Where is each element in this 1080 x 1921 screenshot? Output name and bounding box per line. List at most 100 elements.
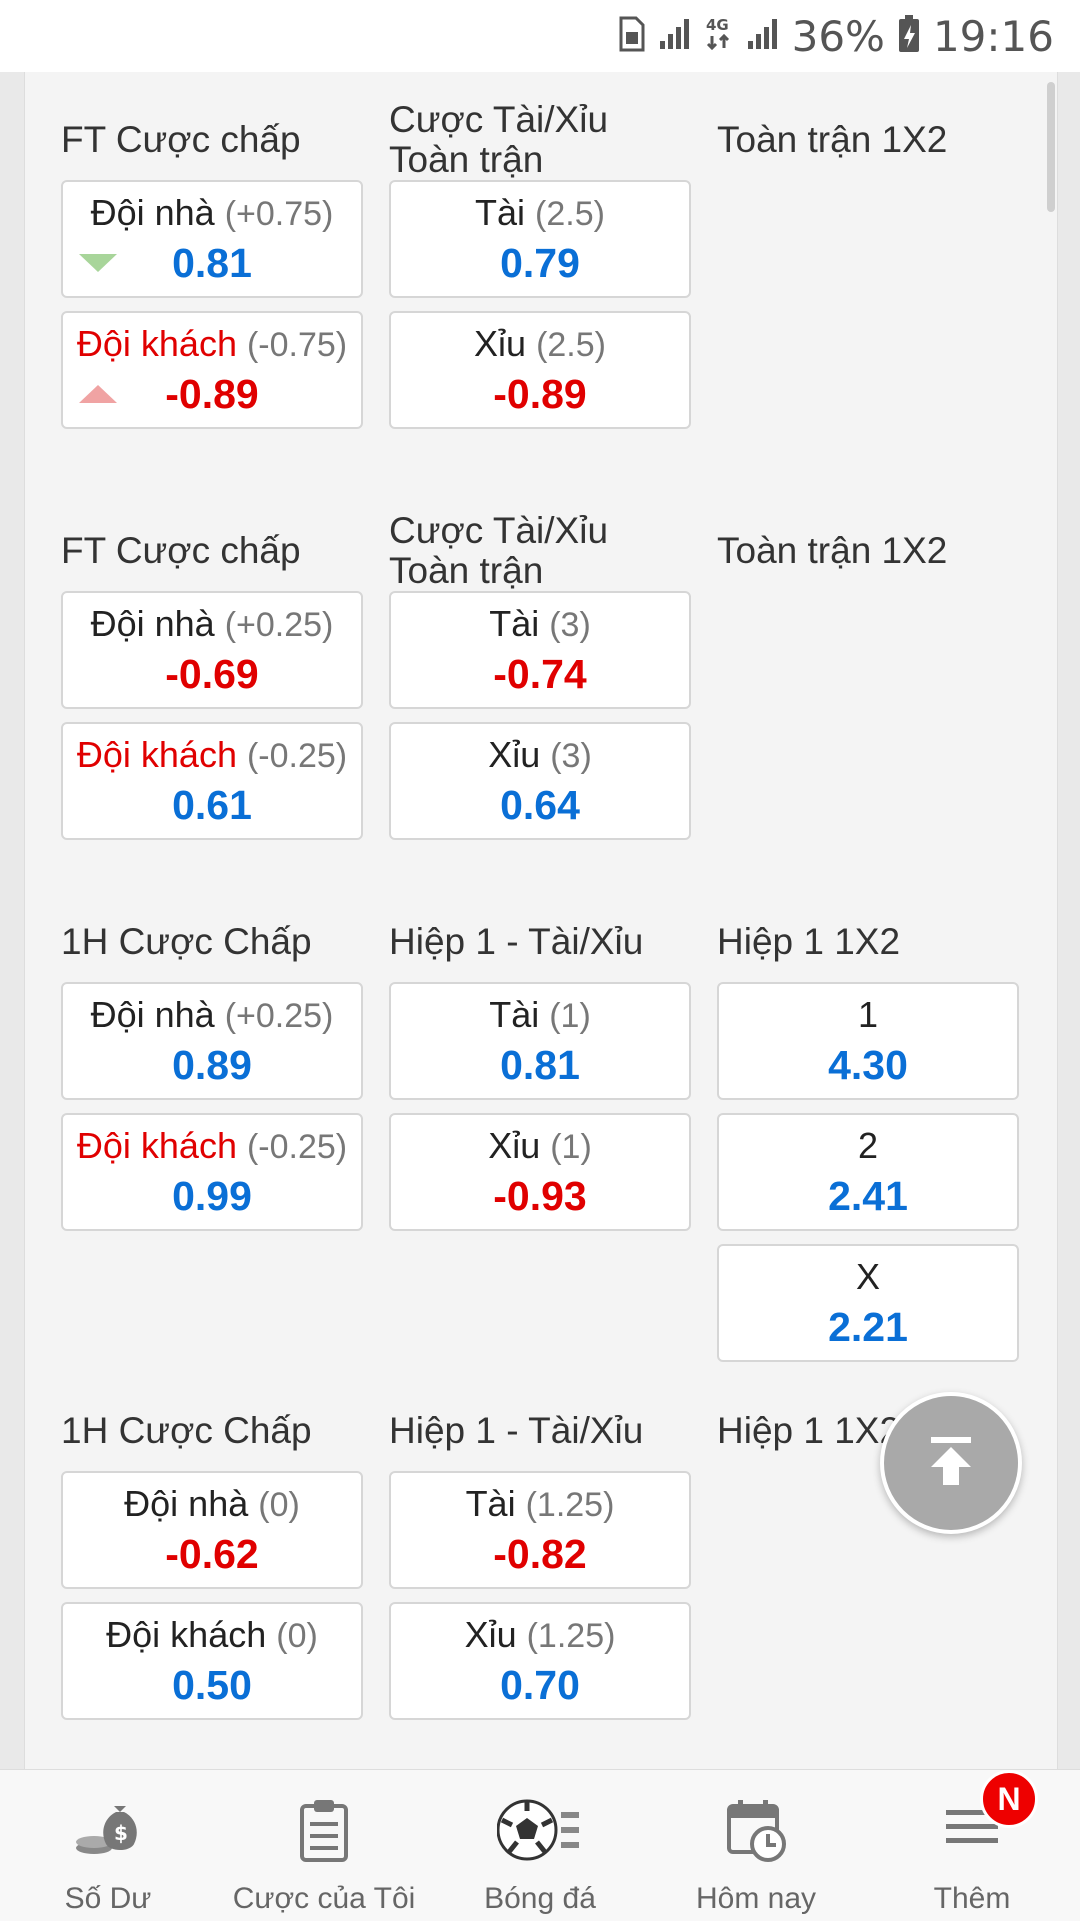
odds-value: 0.64 — [391, 782, 689, 829]
odds-button[interactable]: Đội nhà (0) -0.62 — [61, 1471, 363, 1589]
market-column: Cược Tài/Xỉu Toàn trận Tài (3) -0.74 Xỉu (3… — [389, 511, 691, 853]
odds-selection: Xỉu (2.5) — [391, 323, 689, 365]
odds-button[interactable]: Xỉu (3) 0.64 — [389, 722, 691, 840]
handicap-line: (1.25) — [526, 1486, 615, 1524]
market-column: 1H Cược Chấp Đội nhà (0) -0.62 Đội khách (0… — [61, 1391, 363, 1733]
scroll-indicator[interactable] — [1047, 82, 1055, 212]
handicap-line: (+0.75) — [225, 195, 334, 233]
market-title: 1H Cược Chấp — [61, 902, 363, 982]
market-title: Cược Tài/Xỉu Toàn trận — [389, 100, 691, 180]
clock: 19:16 — [933, 12, 1054, 61]
odds-selection: Xỉu (1.25) — [391, 1614, 689, 1656]
nav-item-my-bets[interactable]: Cược của Tôi — [216, 1770, 432, 1921]
nav-item-more[interactable]: Thêm — [864, 1770, 1080, 1921]
market-column: Toàn trận 1X2 — [717, 511, 1019, 591]
odds-value: -0.82 — [391, 1531, 689, 1578]
odds-button[interactable]: Xỉu (1) -0.93 — [389, 1113, 691, 1231]
selection-name: Đội nhà — [91, 192, 215, 233]
odds-button[interactable]: X 2.21 — [717, 1244, 1019, 1362]
odds-button[interactable]: 2 2.41 — [717, 1113, 1019, 1231]
odds-button[interactable]: Tài (2.5) 0.79 — [389, 180, 691, 298]
sim-card-icon — [618, 15, 646, 58]
market-column: 1H Cược Chấp Đội nhà (+0.25) 0.89 Đội khách… — [61, 902, 363, 1244]
odds-button[interactable]: Tài (3) -0.74 — [389, 591, 691, 709]
handicap-line: (1) — [549, 997, 591, 1035]
odds-value: 0.70 — [391, 1662, 689, 1709]
odds-value: -0.89 — [391, 371, 689, 418]
odds-button[interactable]: Đội nhà (+0.25) -0.69 — [61, 591, 363, 709]
odds-button[interactable]: Đội khách (0) 0.50 — [61, 1602, 363, 1720]
handicap-line: (+0.25) — [225, 997, 334, 1035]
market-column: Hiệp 1 - Tài/Xỉu Tài (1.25) -0.82 Xỉu (1.25… — [389, 1391, 691, 1733]
odds-button[interactable]: Xỉu (2.5) -0.89 — [389, 311, 691, 429]
odds-selection: Đội khách (-0.25) — [63, 734, 361, 776]
odds-value: -0.89 — [63, 371, 361, 418]
handicap-line: (-0.75) — [247, 326, 347, 364]
money-bag-icon: $ — [70, 1798, 146, 1865]
handicap-line: (1.25) — [527, 1617, 616, 1655]
svg-text:4G: 4G — [706, 16, 729, 34]
selection-name: Xỉu — [488, 1125, 540, 1166]
odds-value: 0.81 — [63, 240, 361, 287]
market-column: Hiệp 1 - Tài/Xỉu Tài (1) 0.81 Xỉu (1) -0.93 — [389, 902, 691, 1244]
odds-button[interactable]: Đội nhà (+0.75) 0.81 — [61, 180, 363, 298]
market-column: Cược Tài/Xỉu Toàn trận Tài (2.5) 0.79 Xỉu (… — [389, 100, 691, 442]
odds-value: -0.93 — [391, 1173, 689, 1220]
odds-value: -0.62 — [63, 1531, 361, 1578]
nav-item-balance[interactable]: $ Số Dư — [0, 1770, 216, 1921]
handicap-line: (1) — [550, 1128, 592, 1166]
odds-selection: 1 — [719, 994, 1017, 1036]
odds-value: 2.21 — [719, 1304, 1017, 1351]
status-bar: 4G 36% 19:16 — [0, 0, 1080, 72]
odds-selection: Xỉu (1) — [391, 1125, 689, 1167]
odds-button[interactable]: Đội khách (-0.75) -0.89 — [61, 311, 363, 429]
odds-button[interactable]: Đội nhà (+0.25) 0.89 — [61, 982, 363, 1100]
odds-selection: X — [719, 1256, 1017, 1298]
selection-name: Đội nhà — [91, 994, 215, 1035]
svg-text:$: $ — [114, 1821, 128, 1845]
selection-name: Đội nhà — [91, 603, 215, 644]
odds-selection: 2 — [719, 1125, 1017, 1167]
market-title: Hiệp 1 1X2 — [717, 902, 1019, 982]
odds-selection: Đội nhà (+0.25) — [63, 994, 361, 1036]
odds-button[interactable]: Xỉu (1.25) 0.70 — [389, 1602, 691, 1720]
nav-label: Cược của Tôi — [216, 1882, 432, 1916]
handicap-line: (3) — [549, 606, 591, 644]
selection-name: Đội khách — [77, 323, 237, 364]
selection-name: Xỉu — [488, 734, 540, 775]
odds-button[interactable]: Đội khách (-0.25) 0.61 — [61, 722, 363, 840]
odds-value: 4.30 — [719, 1042, 1017, 1089]
handicap-line: (2.5) — [536, 326, 606, 364]
handicap-line: (-0.25) — [247, 1128, 347, 1166]
odds-button[interactable]: Tài (1) 0.81 — [389, 982, 691, 1100]
4g-icon: 4G — [704, 14, 734, 59]
nav-item-today[interactable]: Hôm nay — [648, 1770, 864, 1921]
handicap-line: (+0.25) — [225, 606, 334, 644]
market-title: Hiệp 1 - Tài/Xỉu — [389, 902, 691, 982]
odds-value: 0.89 — [63, 1042, 361, 1089]
battery-percent: 36% — [792, 12, 885, 61]
odds-button[interactable]: Tài (1.25) -0.82 — [389, 1471, 691, 1589]
odds-selection: Đội khách (-0.25) — [63, 1125, 361, 1167]
odds-button[interactable]: 1 4.30 — [717, 982, 1019, 1100]
selection-name: 1 — [858, 994, 878, 1035]
back-to-top-button[interactable] — [880, 1392, 1022, 1534]
market-title: Toàn trận 1X2 — [717, 511, 1019, 591]
odds-selection: Đội khách (-0.75) — [63, 323, 361, 365]
signal-icon — [746, 17, 780, 56]
selection-name: Xỉu — [465, 1614, 517, 1655]
odds-selection: Xỉu (3) — [391, 734, 689, 776]
calendar-clock-icon — [726, 1798, 786, 1867]
market-title: Toàn trận 1X2 — [717, 100, 1019, 180]
bottom-nav: $ Số Dư Cược của Tôi Bóng đá Hôm nay Thê… — [0, 1769, 1080, 1921]
odds-selection: Đội khách (0) — [63, 1614, 361, 1656]
notification-badge: N — [980, 1770, 1038, 1828]
handicap-line: (0) — [258, 1486, 300, 1524]
nav-item-football[interactable]: Bóng đá — [432, 1770, 648, 1921]
odds-selection: Đội nhà (+0.25) — [63, 603, 361, 645]
market-title: Hiệp 1 - Tài/Xỉu — [389, 1391, 691, 1471]
odds-button[interactable]: Đội khách (-0.25) 0.99 — [61, 1113, 363, 1231]
odds-selection: Tài (1.25) — [391, 1483, 689, 1525]
market-column: FT Cược chấp Đội nhà (+0.75) 0.81 Đội khách… — [61, 100, 363, 442]
market-column: FT Cược chấp Đội nhà (+0.25) -0.69 Đội khác… — [61, 511, 363, 853]
